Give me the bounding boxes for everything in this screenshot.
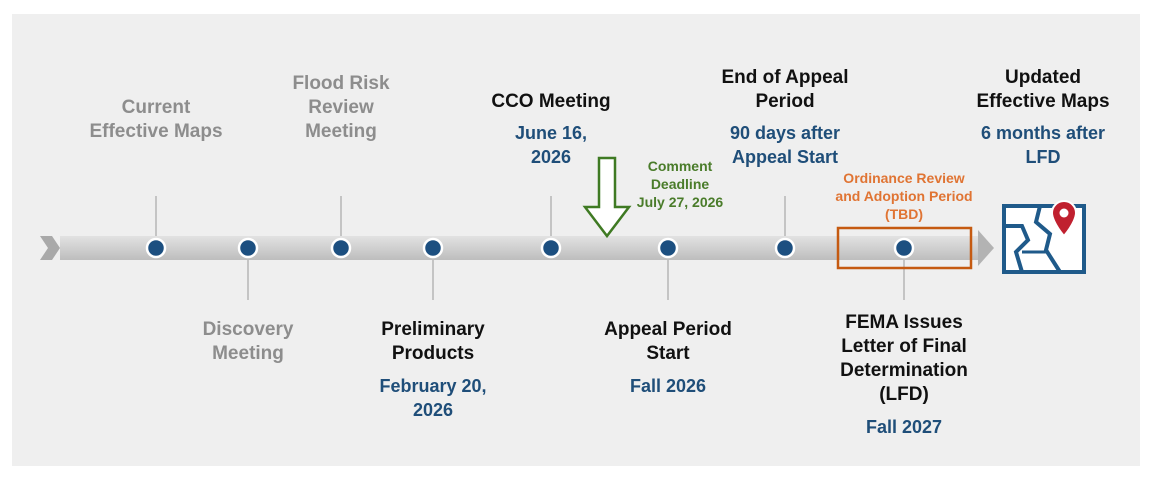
milestone-dot <box>893 237 915 259</box>
milestone-title-discovery-meeting: Discovery Meeting <box>202 319 294 364</box>
milestone-dots <box>145 237 915 259</box>
milestone-title-appeal-period-start: Appeal Period Start <box>604 319 732 364</box>
milestone-title-flood-risk-review: Flood Risk Review Meeting <box>292 73 390 142</box>
milestone-dot <box>330 237 352 259</box>
milestone-dot <box>237 237 259 259</box>
milestone-title-end-of-appeal: End of Appeal Period <box>721 67 849 112</box>
flood-map-pin-icon <box>1002 200 1086 274</box>
connector-lines <box>155 196 905 300</box>
timeline-bar <box>60 236 980 260</box>
ordinance-period-box <box>836 226 973 270</box>
timeline-end-arrow <box>978 230 994 266</box>
milestone-date-appeal-period-start: Fall 2026 <box>629 376 707 396</box>
milestone-title-current-effective-maps: Current Effective Maps <box>89 97 223 142</box>
ordinance-period-label: Ordinance Review and Adoption Period (TBD) <box>835 170 973 222</box>
milestone-dot <box>540 237 562 259</box>
milestone-dot <box>657 237 679 259</box>
milestone-dot <box>422 237 444 259</box>
milestone-dot <box>145 237 167 259</box>
comment-deadline-label: Comment Deadline July 27, 2026 <box>636 158 724 210</box>
milestone-date-cco-meeting: June 16, 2026 <box>514 123 588 167</box>
milestone-date-updated-effective-maps: 6 months after LFD <box>980 123 1106 167</box>
timeline-start-chevron <box>40 236 60 260</box>
milestone-date-fema-lfd: Fall 2027 <box>865 417 943 437</box>
milestone-dot <box>774 237 796 259</box>
milestone-title-preliminary-products: Preliminary Products <box>381 319 485 364</box>
milestone-date-end-of-appeal: 90 days after Appeal Start <box>729 123 841 167</box>
comment-deadline-arrow-icon <box>582 156 632 239</box>
milestone-title-fema-lfd: FEMA Issues Letter of Final Determination(… <box>840 312 968 405</box>
milestone-title-updated-effective-maps: Updated Effective Maps <box>976 67 1110 112</box>
milestone-date-preliminary-products: February 20, 2026 <box>379 376 487 420</box>
milestone-title-cco-meeting: CCO Meeting <box>491 91 611 112</box>
